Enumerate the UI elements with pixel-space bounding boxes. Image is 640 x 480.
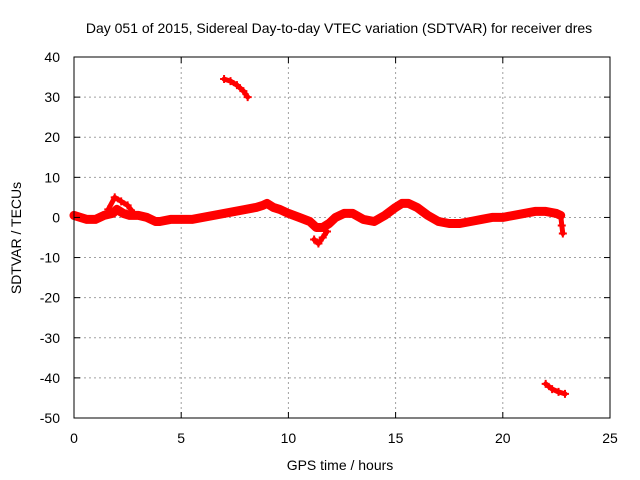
data-point — [258, 201, 267, 210]
axis-ticks: 0 5 10 15 20 25 -50 -40 -30 -20 -10 0 10 20 30 40 — [40, 49, 618, 446]
data-point — [239, 87, 248, 96]
data-point — [380, 211, 389, 220]
chart-title: Day 051 of 2015, Sidereal Day-to-day VTE… — [86, 20, 592, 36]
data-point — [445, 219, 454, 228]
data-point — [110, 193, 119, 202]
data-point — [548, 385, 557, 394]
data-point — [322, 227, 331, 236]
data-point — [284, 209, 293, 218]
x-tick-label: 20 — [495, 430, 511, 446]
data-point — [477, 215, 486, 224]
data-point — [125, 211, 134, 220]
data-point — [331, 213, 340, 222]
y-tick-label: -50 — [40, 410, 60, 426]
data-point — [552, 209, 561, 218]
data-point — [488, 213, 497, 222]
data-point — [498, 213, 507, 222]
data-point — [269, 203, 278, 212]
x-tick-label: 10 — [281, 430, 297, 446]
x-axis-label: GPS time / hours — [287, 457, 394, 473]
data-point — [348, 209, 357, 218]
data-point — [91, 215, 100, 224]
data-point — [187, 215, 196, 224]
data-point — [177, 215, 186, 224]
data-point — [413, 203, 422, 212]
y-tick-label: -40 — [40, 370, 60, 386]
data-point — [155, 217, 164, 226]
series-line-dip-segment — [311, 229, 330, 246]
data-point — [104, 205, 113, 214]
data-point — [530, 207, 539, 216]
y-tick-label: -30 — [40, 330, 60, 346]
data-point — [340, 209, 349, 218]
data-point — [209, 211, 218, 220]
data-point — [82, 215, 91, 224]
x-tick-label: 0 — [70, 430, 78, 446]
data-point — [310, 235, 319, 244]
data-point — [556, 211, 565, 220]
data-point — [262, 199, 271, 208]
data-point — [509, 211, 518, 220]
data-series — [69, 75, 569, 398]
data-point — [123, 201, 132, 210]
data-point — [226, 77, 235, 86]
data-point — [557, 221, 566, 230]
data-point — [318, 233, 327, 242]
grid-lines — [74, 57, 610, 418]
y-axis-label: SDTVAR / TECUs — [8, 182, 24, 294]
y-tick-label: 0 — [52, 209, 60, 225]
data-point — [117, 197, 126, 206]
x-tick-label: 25 — [602, 430, 618, 446]
data-point — [554, 387, 563, 396]
data-point — [295, 213, 304, 222]
data-point — [541, 379, 550, 388]
y-tick-label: 20 — [44, 129, 60, 145]
data-point — [130, 209, 139, 218]
data-point — [134, 211, 143, 220]
data-point — [370, 217, 379, 226]
data-point — [314, 239, 323, 248]
data-point — [232, 81, 241, 90]
data-point — [455, 219, 464, 228]
data-point — [220, 209, 229, 218]
data-point — [391, 203, 400, 212]
data-point — [305, 217, 314, 226]
data-point — [108, 209, 117, 218]
data-point — [520, 209, 529, 218]
data-point — [423, 211, 432, 220]
data-point — [198, 213, 207, 222]
data-point — [166, 215, 175, 224]
data-point — [560, 389, 569, 398]
y-tick-label: -10 — [40, 250, 60, 266]
data-point — [220, 75, 229, 84]
y-tick-label: 10 — [44, 169, 60, 185]
x-tick-label: 5 — [177, 430, 185, 446]
data-point — [230, 207, 239, 216]
data-point — [466, 217, 475, 226]
data-point — [243, 93, 252, 102]
data-point — [112, 205, 121, 214]
data-point — [142, 213, 151, 222]
data-point — [359, 215, 368, 224]
data-point — [541, 207, 550, 216]
data-point — [404, 199, 413, 208]
x-tick-label: 15 — [388, 430, 404, 446]
y-tick-label: 30 — [44, 89, 60, 105]
data-point — [275, 205, 284, 214]
data-point — [241, 205, 250, 214]
data-point — [318, 223, 327, 232]
data-point — [252, 203, 261, 212]
data-point — [558, 229, 567, 238]
data-point — [119, 209, 128, 218]
data-point — [100, 211, 109, 220]
plot-border — [73, 56, 611, 419]
y-tick-label: -20 — [40, 290, 60, 306]
data-point — [325, 219, 334, 228]
data-point — [434, 217, 443, 226]
y-tick-label: 40 — [44, 49, 60, 65]
